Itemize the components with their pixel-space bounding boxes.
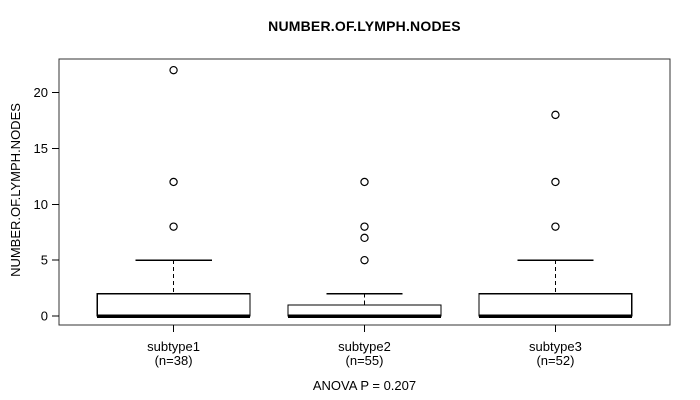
outlier-point (169, 177, 178, 187)
x-group-label: subtype3 (529, 339, 582, 354)
outlier-point (360, 222, 369, 231)
x-group-sublabel: (n=52) (536, 353, 574, 368)
chart-title: NUMBER.OF.LYMPH.NODES (268, 18, 461, 34)
outlier-point (551, 177, 560, 187)
iqr-box (478, 293, 633, 317)
x-group-label: subtype1 (147, 339, 200, 354)
x-group-sublabel: (n=55) (346, 353, 384, 368)
iqr-box (96, 293, 251, 317)
y-tick-label: 15 (34, 141, 48, 156)
y-tick-label: 20 (34, 85, 48, 100)
outlier-point (551, 110, 560, 120)
outlier-point (169, 65, 178, 75)
outlier-point (169, 222, 178, 231)
x-group-label: subtype2 (338, 339, 391, 354)
plot-border (58, 58, 671, 326)
outlier-point (360, 177, 369, 187)
anova-p-value: ANOVA P = 0.207 (312, 378, 417, 393)
y-tick-label: 10 (34, 197, 48, 212)
y-tick-label: 0 (41, 309, 48, 324)
outlier-point (360, 255, 369, 265)
y-tick-label: 5 (41, 253, 48, 268)
outlier-point (360, 233, 369, 243)
outlier-point (551, 222, 560, 231)
x-group-sublabel: (n=38) (155, 353, 193, 368)
